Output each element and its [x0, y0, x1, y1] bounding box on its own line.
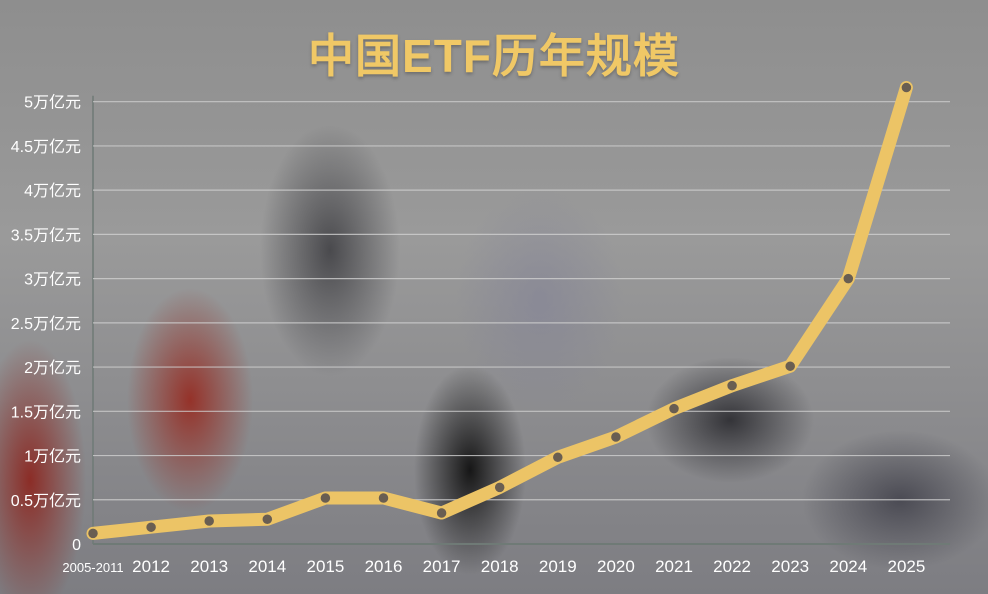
x-tick-label: 2018: [481, 557, 519, 576]
data-point: [900, 81, 913, 94]
data-point: [493, 481, 506, 494]
y-tick-label: 3万亿元: [24, 271, 81, 289]
x-tick-label: 2022: [713, 557, 751, 576]
data-point: [609, 430, 623, 444]
x-tick-label: 2019: [539, 557, 577, 576]
y-tick-label: 0.5万亿元: [11, 492, 81, 510]
data-point: [377, 491, 390, 505]
y-tick-label: 1.5万亿元: [11, 403, 81, 421]
data-point: [435, 506, 448, 520]
data-point: [667, 402, 681, 415]
x-tick-label: 2015: [306, 557, 344, 576]
series-line: [86, 81, 913, 540]
data-point: [783, 359, 797, 373]
x-tick-label: 2020: [597, 557, 635, 576]
x-tick-label: 2025: [887, 557, 925, 576]
y-tick-label: 2.5万亿元: [11, 315, 81, 333]
y-tick-label: 1万亿元: [24, 448, 81, 466]
data-point: [319, 491, 332, 505]
x-tick-label: 2014: [248, 557, 286, 576]
y-tick-label: 0: [72, 537, 81, 554]
y-tick-label: 4万亿元: [24, 182, 81, 200]
data-point: [202, 514, 216, 528]
y-tick-label: 3.5万亿元: [11, 226, 81, 244]
data-point: [842, 272, 855, 285]
x-tick-label: 2023: [771, 557, 809, 576]
x-tick-label: 2024: [829, 557, 867, 576]
y-tick-label: 4.5万亿元: [11, 138, 81, 156]
x-tick-label: 2021: [655, 557, 693, 576]
x-tick-label: 2005-2011: [62, 560, 123, 575]
data-point: [551, 451, 565, 464]
x-tick-label: 2016: [365, 557, 403, 576]
data-point: [86, 527, 100, 540]
chart-title: 中国ETF历年规模: [308, 30, 680, 82]
data-point: [725, 379, 739, 392]
data-point: [144, 520, 158, 534]
y-tick-label: 5万亿元: [24, 94, 81, 112]
x-tick-label: 2017: [423, 557, 461, 576]
data-point: [261, 512, 274, 526]
x-tick-label: 2013: [190, 557, 228, 576]
y-tick-label: 2万亿元: [24, 359, 81, 377]
x-tick-label: 2012: [132, 557, 170, 576]
